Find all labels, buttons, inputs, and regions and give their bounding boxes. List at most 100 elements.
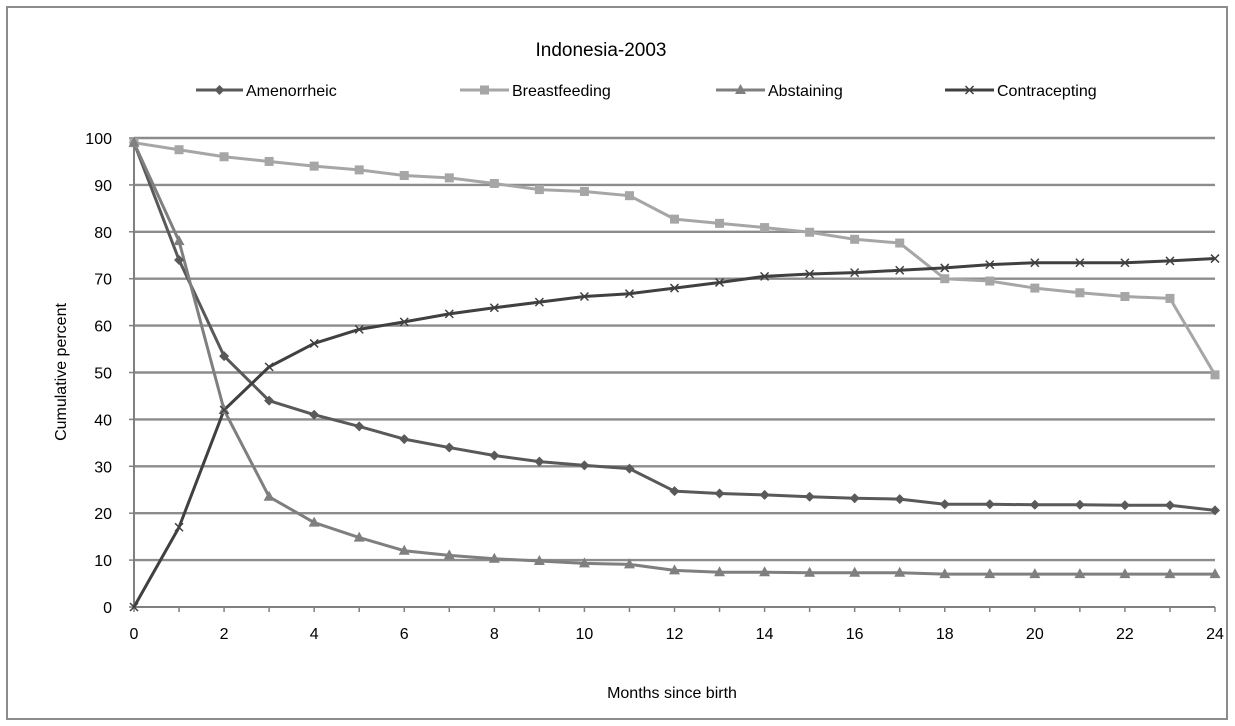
x-tick-label: 20 [1026, 626, 1044, 643]
chart-title: Indonesia-2003 [536, 40, 667, 61]
data-point-contracepting [444, 309, 454, 319]
legend-item-contracepting: Contracepting [945, 83, 1097, 100]
data-point-contracepting [1165, 256, 1175, 266]
data-point-abstaining [1074, 568, 1086, 579]
data-point-amenorrheic [759, 489, 770, 500]
data-point-abstaining [939, 568, 951, 579]
series-line-abstaining [132, 142, 1215, 576]
data-point-contracepting [850, 268, 860, 278]
data-point-breastfeeding [715, 218, 725, 228]
data-point-abstaining [714, 566, 726, 577]
x-tick-label: 22 [1116, 626, 1134, 643]
data-point-breastfeeding [309, 161, 319, 171]
series-line-contracepting [132, 257, 1216, 608]
y-tick-label: 40 [94, 412, 112, 429]
x-tick-label: 18 [936, 626, 954, 643]
data-point-amenorrheic [624, 463, 635, 474]
data-point-abstaining [263, 490, 275, 501]
y-tick-label: 20 [94, 506, 112, 523]
series-line-breastfeeding [133, 141, 1217, 376]
legend-label: Contracepting [997, 83, 1097, 100]
data-point-breastfeeding [1120, 292, 1130, 302]
legend-marker [480, 85, 489, 95]
data-point-abstaining [1209, 568, 1221, 579]
x-tick-label: 2 [220, 626, 229, 643]
data-point-contracepting [895, 265, 905, 275]
data-point-abstaining [578, 557, 590, 568]
legend-item-amenorrheic: Amenorrheic [196, 83, 337, 100]
data-point-abstaining [398, 544, 410, 555]
x-axis-ticks: 0 2 4 6 8 10 12 14 16 18 20 22 24 [130, 607, 1224, 643]
data-point-breastfeeding [264, 156, 274, 166]
y-axis-title: Cumulative percent [53, 303, 70, 441]
data-point-amenorrheic [174, 254, 185, 265]
data-point-breastfeeding [1165, 293, 1175, 303]
legend-item-abstaining: Abstaining [716, 83, 843, 100]
data-point-amenorrheic [489, 450, 500, 461]
data-point-abstaining [1164, 568, 1176, 579]
gridlines [134, 136, 1215, 562]
data-point-abstaining [984, 568, 996, 579]
data-point-abstaining [849, 566, 861, 577]
data-point-breastfeeding [1030, 283, 1040, 293]
x-tick-label: 10 [576, 626, 594, 643]
data-point-contracepting [534, 297, 544, 307]
data-point-contracepting [579, 291, 589, 302]
data-point-breastfeeding [624, 191, 634, 201]
data-point-amenorrheic [219, 351, 230, 362]
y-tick-label: 100 [85, 131, 112, 148]
data-point-abstaining [894, 566, 906, 577]
legend-label: Breastfeeding [512, 83, 611, 100]
y-axis-ticks: 0 10 20 30 40 50 60 70 80 90 100 [85, 131, 134, 617]
data-point-contracepting [399, 317, 409, 327]
data-point-amenorrheic [354, 421, 365, 432]
y-tick-label: 80 [94, 225, 112, 242]
data-point-abstaining [804, 566, 816, 577]
legend-marker [735, 84, 746, 94]
data-point-breastfeeding [1075, 288, 1085, 298]
data-point-amenorrheic [1074, 499, 1085, 510]
data-point-amenorrheic [849, 493, 860, 504]
data-point-amenorrheic [264, 395, 275, 406]
data-point-breastfeeding [985, 276, 995, 286]
data-point-breastfeeding [219, 152, 229, 162]
chart-frame [6, 6, 1228, 720]
data-point-contracepting [985, 260, 995, 270]
legend-label: Abstaining [768, 83, 843, 100]
data-point-amenorrheic [399, 434, 410, 445]
data-point-breastfeeding [670, 214, 679, 224]
data-point-contracepting [1030, 258, 1040, 268]
data-point-breastfeeding [805, 227, 815, 237]
data-point-amenorrheic [444, 442, 455, 453]
data-point-contracepting [309, 338, 319, 348]
data-point-contracepting [805, 269, 815, 279]
data-point-contracepting [1210, 254, 1220, 264]
legend-label: Amenorrheic [246, 83, 337, 100]
x-axis-title: Months since birth [607, 685, 737, 702]
data-point-breastfeeding [1210, 370, 1220, 380]
data-point-abstaining [443, 549, 455, 560]
legend-item-breastfeeding: Breastfeeding [460, 83, 611, 100]
data-point-amenorrheic [804, 491, 815, 502]
y-tick-label: 50 [94, 366, 112, 383]
data-point-abstaining [128, 136, 140, 147]
x-tick-label: 24 [1206, 626, 1224, 643]
data-point-contracepting [940, 263, 950, 273]
data-point-contracepting [489, 303, 499, 313]
data-point-amenorrheic [579, 460, 590, 471]
y-tick-label: 60 [94, 319, 112, 336]
data-point-abstaining [488, 552, 500, 563]
data-point-breastfeeding [174, 145, 184, 155]
data-point-amenorrheic [984, 499, 995, 510]
data-point-abstaining [308, 516, 320, 527]
data-point-breastfeeding [579, 186, 589, 196]
data-point-breastfeeding [399, 171, 409, 181]
data-point-contracepting [354, 324, 364, 334]
data-point-abstaining [353, 531, 365, 542]
x-tick-label: 14 [756, 626, 774, 643]
data-point-abstaining [1119, 568, 1131, 579]
x-tick-label: 4 [310, 626, 319, 643]
data-point-breastfeeding [940, 274, 950, 284]
y-tick-label: 30 [94, 459, 112, 476]
